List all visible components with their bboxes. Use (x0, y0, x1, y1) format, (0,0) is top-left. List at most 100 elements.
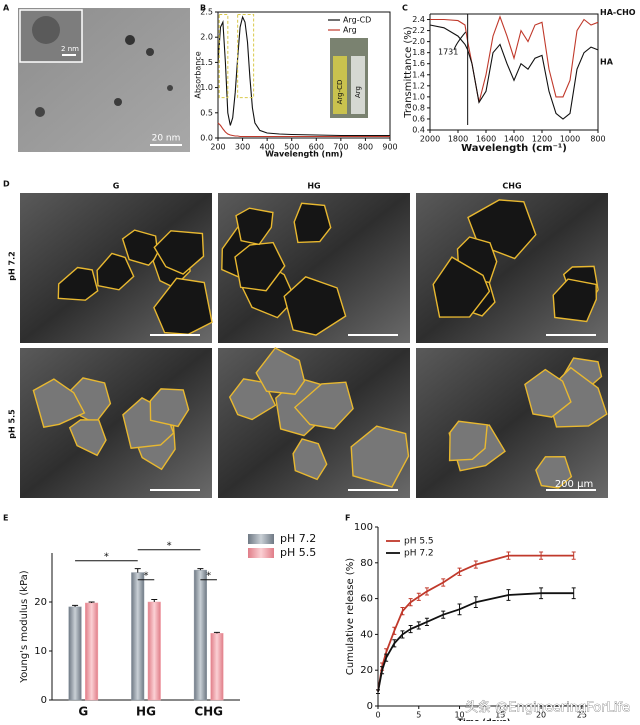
y-tick-label: 1.0 (200, 83, 213, 92)
x-axis-label: Time (days) (458, 718, 511, 722)
series-label: HA-CHO (600, 8, 636, 17)
y-tick-label: 0 (367, 701, 373, 712)
y-tick-label: 2.0 (200, 33, 213, 42)
inset-scale-label: 2 nm (61, 45, 79, 53)
legend-label: Arg-CD (343, 16, 371, 25)
y-tick-label: 60 (360, 594, 373, 605)
x-tick-label: 2000 (420, 135, 440, 144)
legend-swatch (248, 534, 274, 544)
error-bar (457, 567, 462, 576)
bar (68, 606, 82, 701)
error-bar (441, 610, 446, 619)
pore-outline (96, 252, 135, 291)
pore-outline (524, 368, 572, 418)
error-bar (424, 587, 429, 596)
sem-images (20, 193, 608, 498)
y-tick-label: 0 (41, 695, 47, 706)
x-tick-label: 800 (590, 135, 605, 144)
pore-outline (235, 207, 274, 246)
error-bar (392, 626, 397, 635)
pore-outline (432, 256, 491, 318)
series-label: HA (600, 57, 614, 66)
y-tick-label: 20 (34, 597, 47, 608)
error-bar (457, 603, 462, 616)
x-tick-label: HG (136, 705, 156, 719)
pore-outline (149, 388, 190, 428)
y-tick-label: 2.4 (412, 15, 425, 24)
error-bar (506, 589, 511, 601)
error-bar (408, 598, 413, 607)
bar (210, 633, 224, 701)
pore-outline (234, 241, 286, 292)
vial (333, 56, 347, 114)
pore-outline (448, 420, 488, 462)
x-tick-label: 0 (375, 711, 380, 720)
y-tick-label: 80 (360, 558, 373, 569)
panel-letter: D (3, 180, 10, 189)
bar (193, 569, 207, 701)
error-bar (213, 631, 220, 634)
legend-label: pH 7.2 (280, 532, 316, 545)
pore-outline (255, 347, 306, 395)
error-bar (416, 592, 421, 601)
x-tick-label: 900 (382, 143, 397, 152)
pore-outline (153, 230, 205, 275)
x-axis-label: Wavelength (nm) (265, 150, 343, 159)
x-tick-label: 1600 (476, 135, 496, 144)
significance-label: * (206, 571, 211, 582)
vial (351, 56, 365, 114)
panel-letter: C (402, 4, 408, 13)
y-tick-label: 2.0 (412, 37, 425, 46)
error-bar (88, 601, 95, 603)
y-tick-label: 100 (354, 522, 373, 533)
error-bar (539, 587, 544, 600)
error-bar (416, 621, 421, 630)
panel-letter: E (3, 514, 8, 523)
y-axis-label: Young's modulus (kPa) (19, 570, 30, 684)
pore-outline (552, 278, 598, 323)
pore-outline (57, 266, 99, 301)
legend-label: Arg (343, 26, 357, 35)
bar (131, 572, 145, 701)
pore-outline (292, 438, 328, 481)
y-tick-label: 0.4 (412, 126, 425, 135)
error-bar (473, 560, 478, 569)
scale-label: 20 nm (152, 134, 181, 144)
panel-letter: F (345, 514, 350, 523)
legend-label: pH 5.5 (280, 546, 316, 559)
y-tick-label: 0.6 (412, 114, 425, 123)
pore-outline (293, 381, 354, 430)
column-label: CHG (502, 182, 521, 191)
y-tick-label: 1.5 (200, 58, 213, 67)
x-axis-label: Wavelength (cm⁻¹) (461, 143, 567, 154)
series-line (429, 24, 599, 120)
legend-label: pH 7.2 (404, 549, 434, 559)
series-line (377, 592, 574, 692)
panel-letter: B (200, 4, 206, 13)
x-tick-label: 15 (495, 711, 505, 720)
legend-swatch (248, 548, 274, 558)
x-tick-label: 20 (536, 711, 546, 720)
error-bar (539, 551, 544, 560)
column-label: G (113, 182, 120, 191)
y-tick-label: 1.8 (412, 48, 425, 57)
dashed-box (237, 14, 255, 99)
x-tick-label: 500 (284, 143, 299, 152)
error-bar (197, 568, 204, 571)
y-axis-label: Absorbance (194, 51, 203, 98)
pore-outline (68, 419, 107, 457)
y-axis-label: Transmittance (%) (403, 26, 414, 118)
error-bar (473, 596, 478, 609)
watermark: 头条 @EngineeringForLife (465, 700, 630, 716)
y-tick-label: 0.5 (200, 108, 213, 117)
error-bar (424, 617, 429, 626)
legend-label: pH 5.5 (404, 537, 434, 547)
y-tick-label: 0.8 (412, 103, 425, 112)
significance-label: * (144, 571, 149, 582)
error-bar (506, 551, 511, 560)
error-bar (571, 587, 576, 600)
error-bar (72, 604, 79, 607)
row-label: pH 5.5 (8, 409, 17, 439)
pore-outline (293, 202, 332, 244)
